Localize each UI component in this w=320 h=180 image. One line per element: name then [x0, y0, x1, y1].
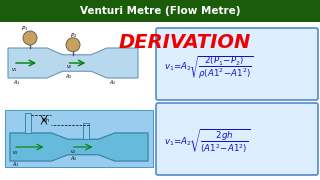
Text: $v_1$: $v_1$ [11, 66, 18, 74]
FancyBboxPatch shape [5, 110, 153, 167]
Text: $v_1\!=\!A_2\!\sqrt{\dfrac{2(P_1\!-\!P_2)}{\rho(A1^2\!-\!A1^2)}}$: $v_1\!=\!A_2\!\sqrt{\dfrac{2(P_1\!-\!P_2… [164, 54, 254, 80]
Text: DERIVATION: DERIVATION [119, 33, 251, 51]
Text: $A_1$: $A_1$ [13, 78, 20, 87]
FancyBboxPatch shape [0, 0, 320, 22]
FancyBboxPatch shape [83, 123, 89, 139]
FancyBboxPatch shape [156, 103, 318, 175]
Polygon shape [8, 48, 138, 78]
Text: $A_1$: $A_1$ [12, 160, 20, 169]
Text: $v_1\!=\!A_2\!\sqrt{\dfrac{2gh}{(A1^2\!-\!A1^2)}}$: $v_1\!=\!A_2\!\sqrt{\dfrac{2gh}{(A1^2\!-… [164, 127, 251, 155]
Circle shape [66, 38, 80, 52]
Circle shape [23, 31, 37, 45]
Text: $P_2$: $P_2$ [70, 31, 77, 40]
Text: $v_2$: $v_2$ [66, 63, 72, 71]
FancyBboxPatch shape [156, 28, 318, 100]
Polygon shape [10, 133, 148, 161]
Polygon shape [10, 133, 148, 161]
Text: $A_2$: $A_2$ [109, 78, 116, 87]
Text: $A_2$: $A_2$ [70, 154, 77, 163]
Text: $v_1$: $v_1$ [12, 149, 19, 157]
Text: h: h [46, 118, 49, 123]
Text: $P_1$: $P_1$ [21, 24, 28, 33]
Text: $v_1$: $v_1$ [70, 148, 77, 156]
Text: Venturi Metre (Flow Metre): Venturi Metre (Flow Metre) [80, 6, 240, 16]
FancyBboxPatch shape [25, 113, 31, 133]
Text: $A_2$: $A_2$ [65, 72, 72, 81]
